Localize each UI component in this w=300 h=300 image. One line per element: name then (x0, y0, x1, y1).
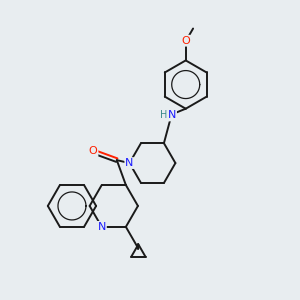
Text: H: H (160, 110, 168, 121)
Text: N: N (125, 158, 134, 168)
Text: N: N (98, 222, 106, 232)
Text: N: N (168, 110, 176, 121)
Text: O: O (181, 36, 190, 46)
Text: O: O (89, 146, 98, 156)
